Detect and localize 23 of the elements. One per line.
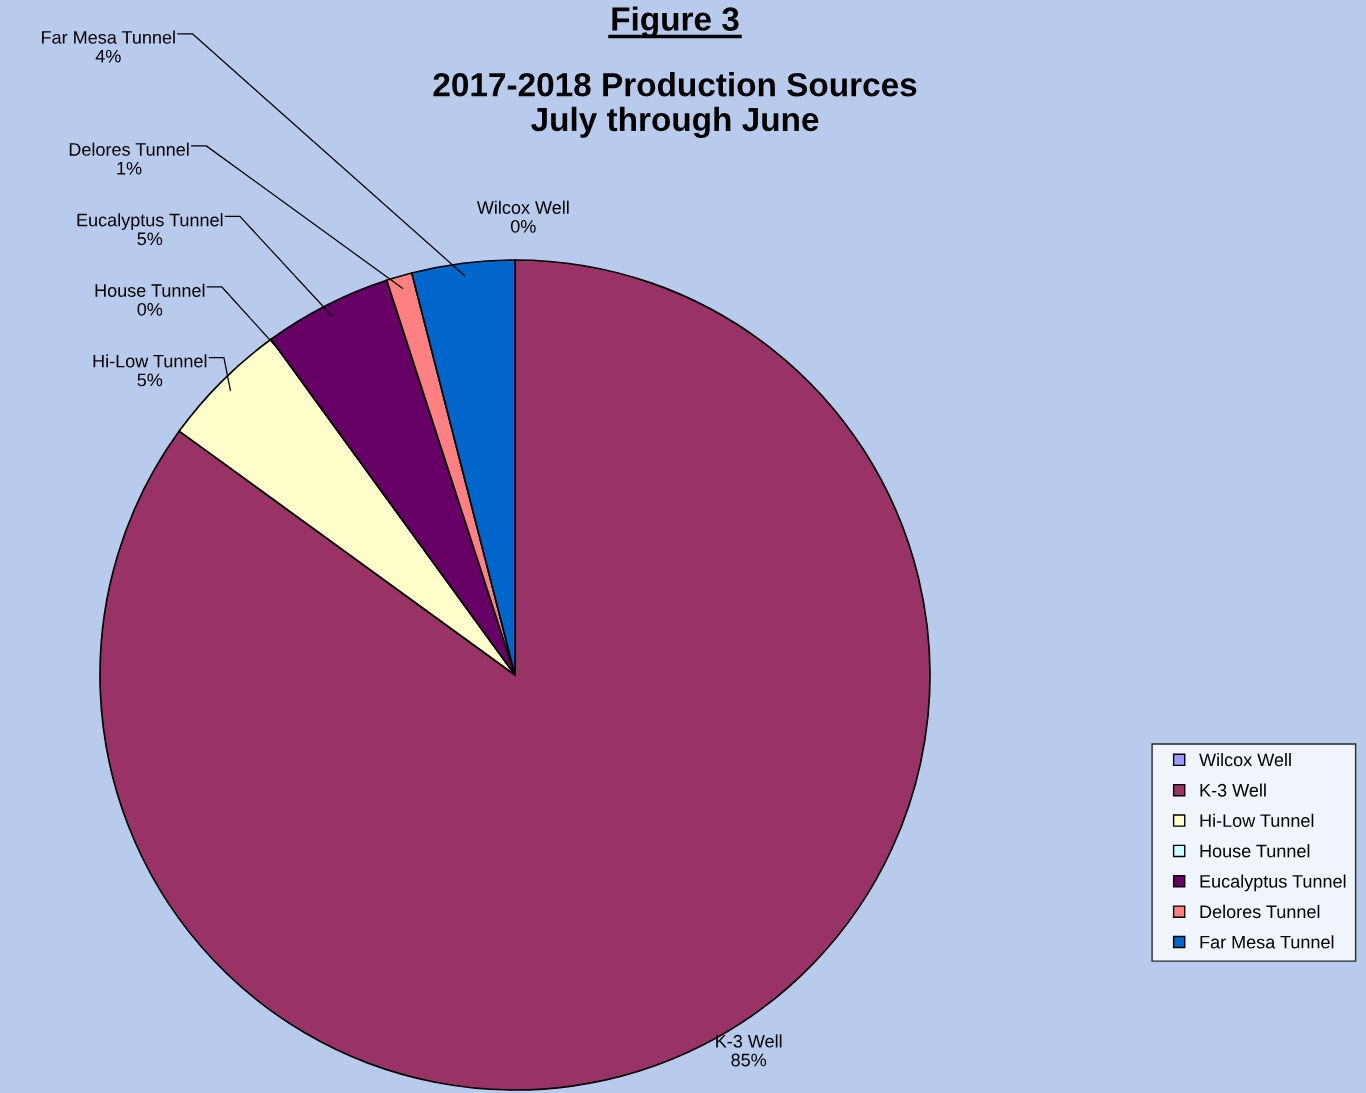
legend-label: Hi-Low Tunnel bbox=[1200, 813, 1314, 828]
legend-label: House Tunnel bbox=[1200, 844, 1310, 858]
data-label: 85% bbox=[731, 1053, 767, 1067]
text: 0% bbox=[510, 219, 536, 233]
legend-label: Eucalyptus Tunnel bbox=[1200, 874, 1346, 892]
legend-label: K-3 Well bbox=[1200, 783, 1266, 797]
data-label: 4% bbox=[95, 49, 121, 63]
text: 2017-2018 Production Sources July through June bbox=[433, 72, 917, 138]
legend-label: Far Mesa Tunnel bbox=[1200, 935, 1334, 949]
slice-label: Delores Tunnel bbox=[69, 142, 189, 156]
category-label: Wilcox Well bbox=[476, 200, 569, 214]
slice-label: Eucalyptus Tunnel bbox=[77, 213, 223, 230]
data-label: 5% bbox=[137, 373, 163, 387]
slice-label: Hi-Low Tunnel bbox=[93, 354, 207, 368]
category-label: House Tunnel bbox=[95, 283, 205, 297]
data-label: 5% bbox=[137, 232, 163, 246]
data-label: 1% bbox=[117, 161, 142, 175]
legend-label: Wilcox Well bbox=[1199, 753, 1291, 767]
slice-label: K-3 Well bbox=[716, 1034, 782, 1048]
legend-label: Delores Tunnel bbox=[1200, 904, 1320, 919]
text: 0% bbox=[137, 302, 163, 316]
slice-label: Far Mesa Tunnel bbox=[42, 30, 175, 44]
chart-title: Figure 3 bbox=[612, 6, 739, 38]
